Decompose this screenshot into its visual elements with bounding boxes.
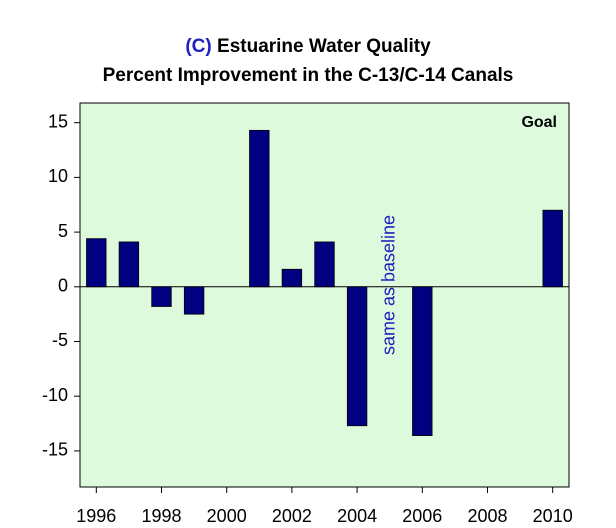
annotation-goal: Goal <box>521 114 557 131</box>
y-tick-label: 10 <box>48 166 68 186</box>
bar <box>249 129 270 288</box>
y-tick-label: 5 <box>58 221 68 241</box>
y-tick-label: 15 <box>48 111 68 131</box>
chart-title: (C) Estuarine Water Quality <box>185 36 431 57</box>
bar <box>118 241 140 288</box>
y-tick-label: -15 <box>42 440 68 460</box>
bar <box>346 286 368 427</box>
x-tick-label: 2002 <box>272 506 312 526</box>
chart-subtitle: Percent Improvement in the C-13/C-14 Can… <box>103 65 514 86</box>
x-tick-label: 2010 <box>533 506 573 526</box>
title-text: Estuarine Water Quality <box>217 36 431 57</box>
y-tick-label: -5 <box>52 330 68 350</box>
panel-label: (C) <box>185 36 211 57</box>
annotation-baseline: same as baseline <box>378 215 398 355</box>
x-tick-label: 2000 <box>207 506 247 526</box>
bar <box>542 209 563 288</box>
bar <box>281 268 303 288</box>
y-tick-label: 0 <box>58 276 68 296</box>
bar <box>151 286 172 307</box>
bar <box>412 286 433 436</box>
x-tick-label: 1996 <box>76 506 116 526</box>
y-tick-label: -10 <box>42 385 68 405</box>
bar <box>86 238 107 288</box>
x-tick-label: 2008 <box>467 506 507 526</box>
x-tick-label: 2006 <box>402 506 442 526</box>
bar <box>183 286 205 315</box>
x-tick-label: 1998 <box>141 506 181 526</box>
x-tick-label: 2004 <box>337 506 377 526</box>
bar <box>314 241 335 288</box>
